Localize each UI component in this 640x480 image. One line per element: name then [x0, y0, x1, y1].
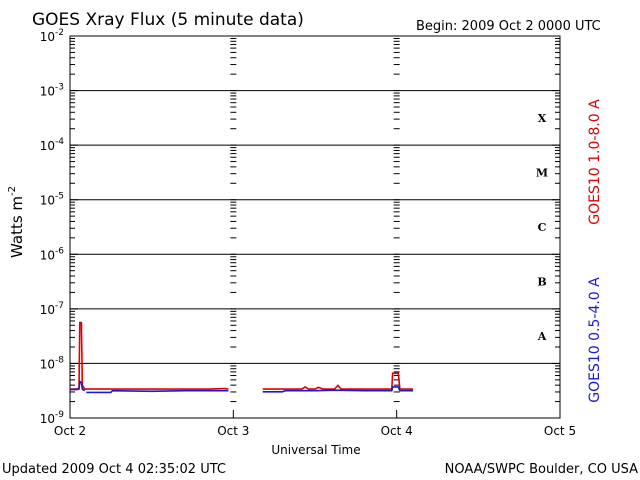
begin-label: Begin: 2009 Oct 2 0000 UTC	[416, 19, 601, 34]
flare-class-label: M	[536, 166, 548, 179]
y-tick-label: 10-2	[40, 28, 64, 44]
y-axis-label-sup: -2	[7, 186, 18, 196]
series-line-long	[262, 372, 413, 390]
y-tick-label: 10-4	[40, 137, 65, 153]
flare-class-label: C	[538, 221, 547, 234]
legend-goes10-short: GOES10 0.5-4.0 A	[587, 277, 603, 403]
y-axis-label: Watts m	[8, 196, 26, 258]
flare-class-label: X	[538, 112, 547, 125]
y-tick-label: 10-3	[40, 83, 64, 99]
series-line-short	[86, 389, 229, 394]
legend: GOES10 1.0-8.0 A GOES10 0.5-4.0 A	[587, 99, 603, 403]
y-axis: 10-2 10-3 10-4 10-5 10-6 10-7 10-8 10-9	[40, 28, 560, 426]
source-credit: NOAA/SWPC Boulder, CO USA	[445, 462, 638, 477]
x-axis: Oct 2 Oct 3 Oct 4 Oct 5	[54, 410, 576, 438]
chart-title: GOES Xray Flux (5 minute data)	[32, 10, 304, 30]
flare-class-label: A	[537, 330, 547, 343]
series-line-long	[70, 321, 229, 390]
legend-goes10-long: GOES10 1.0-8.0 A	[587, 99, 603, 225]
series-line-short	[70, 379, 86, 392]
series-line-short	[262, 386, 413, 393]
x-tick-label: Oct 2	[54, 424, 86, 438]
y-tick-label: 10-7	[40, 301, 64, 317]
y-tick-label: 10-9	[40, 410, 65, 426]
x-tick-label: Oct 5	[544, 424, 576, 438]
updated-timestamp: Updated 2009 Oct 4 02:35:02 UTC	[2, 462, 226, 477]
data-series	[70, 321, 413, 394]
y-axis-title: Watts m-2	[7, 186, 26, 258]
x-axis-label: Universal Time	[271, 443, 360, 457]
svg-text:Watts m-2: Watts m-2	[7, 186, 26, 258]
x-tick-label: Oct 4	[381, 424, 413, 438]
y-tick-label: 10-6	[40, 246, 65, 262]
y-tick-label: 10-8	[40, 355, 65, 371]
plot-frame	[69, 35, 561, 419]
y-tick-label: 10-5	[40, 192, 64, 208]
grid-lines	[70, 37, 560, 419]
flare-class-label: B	[537, 276, 546, 289]
x-tick-label: Oct 3	[217, 424, 249, 438]
flare-class-labels: X M C B A	[536, 112, 548, 343]
